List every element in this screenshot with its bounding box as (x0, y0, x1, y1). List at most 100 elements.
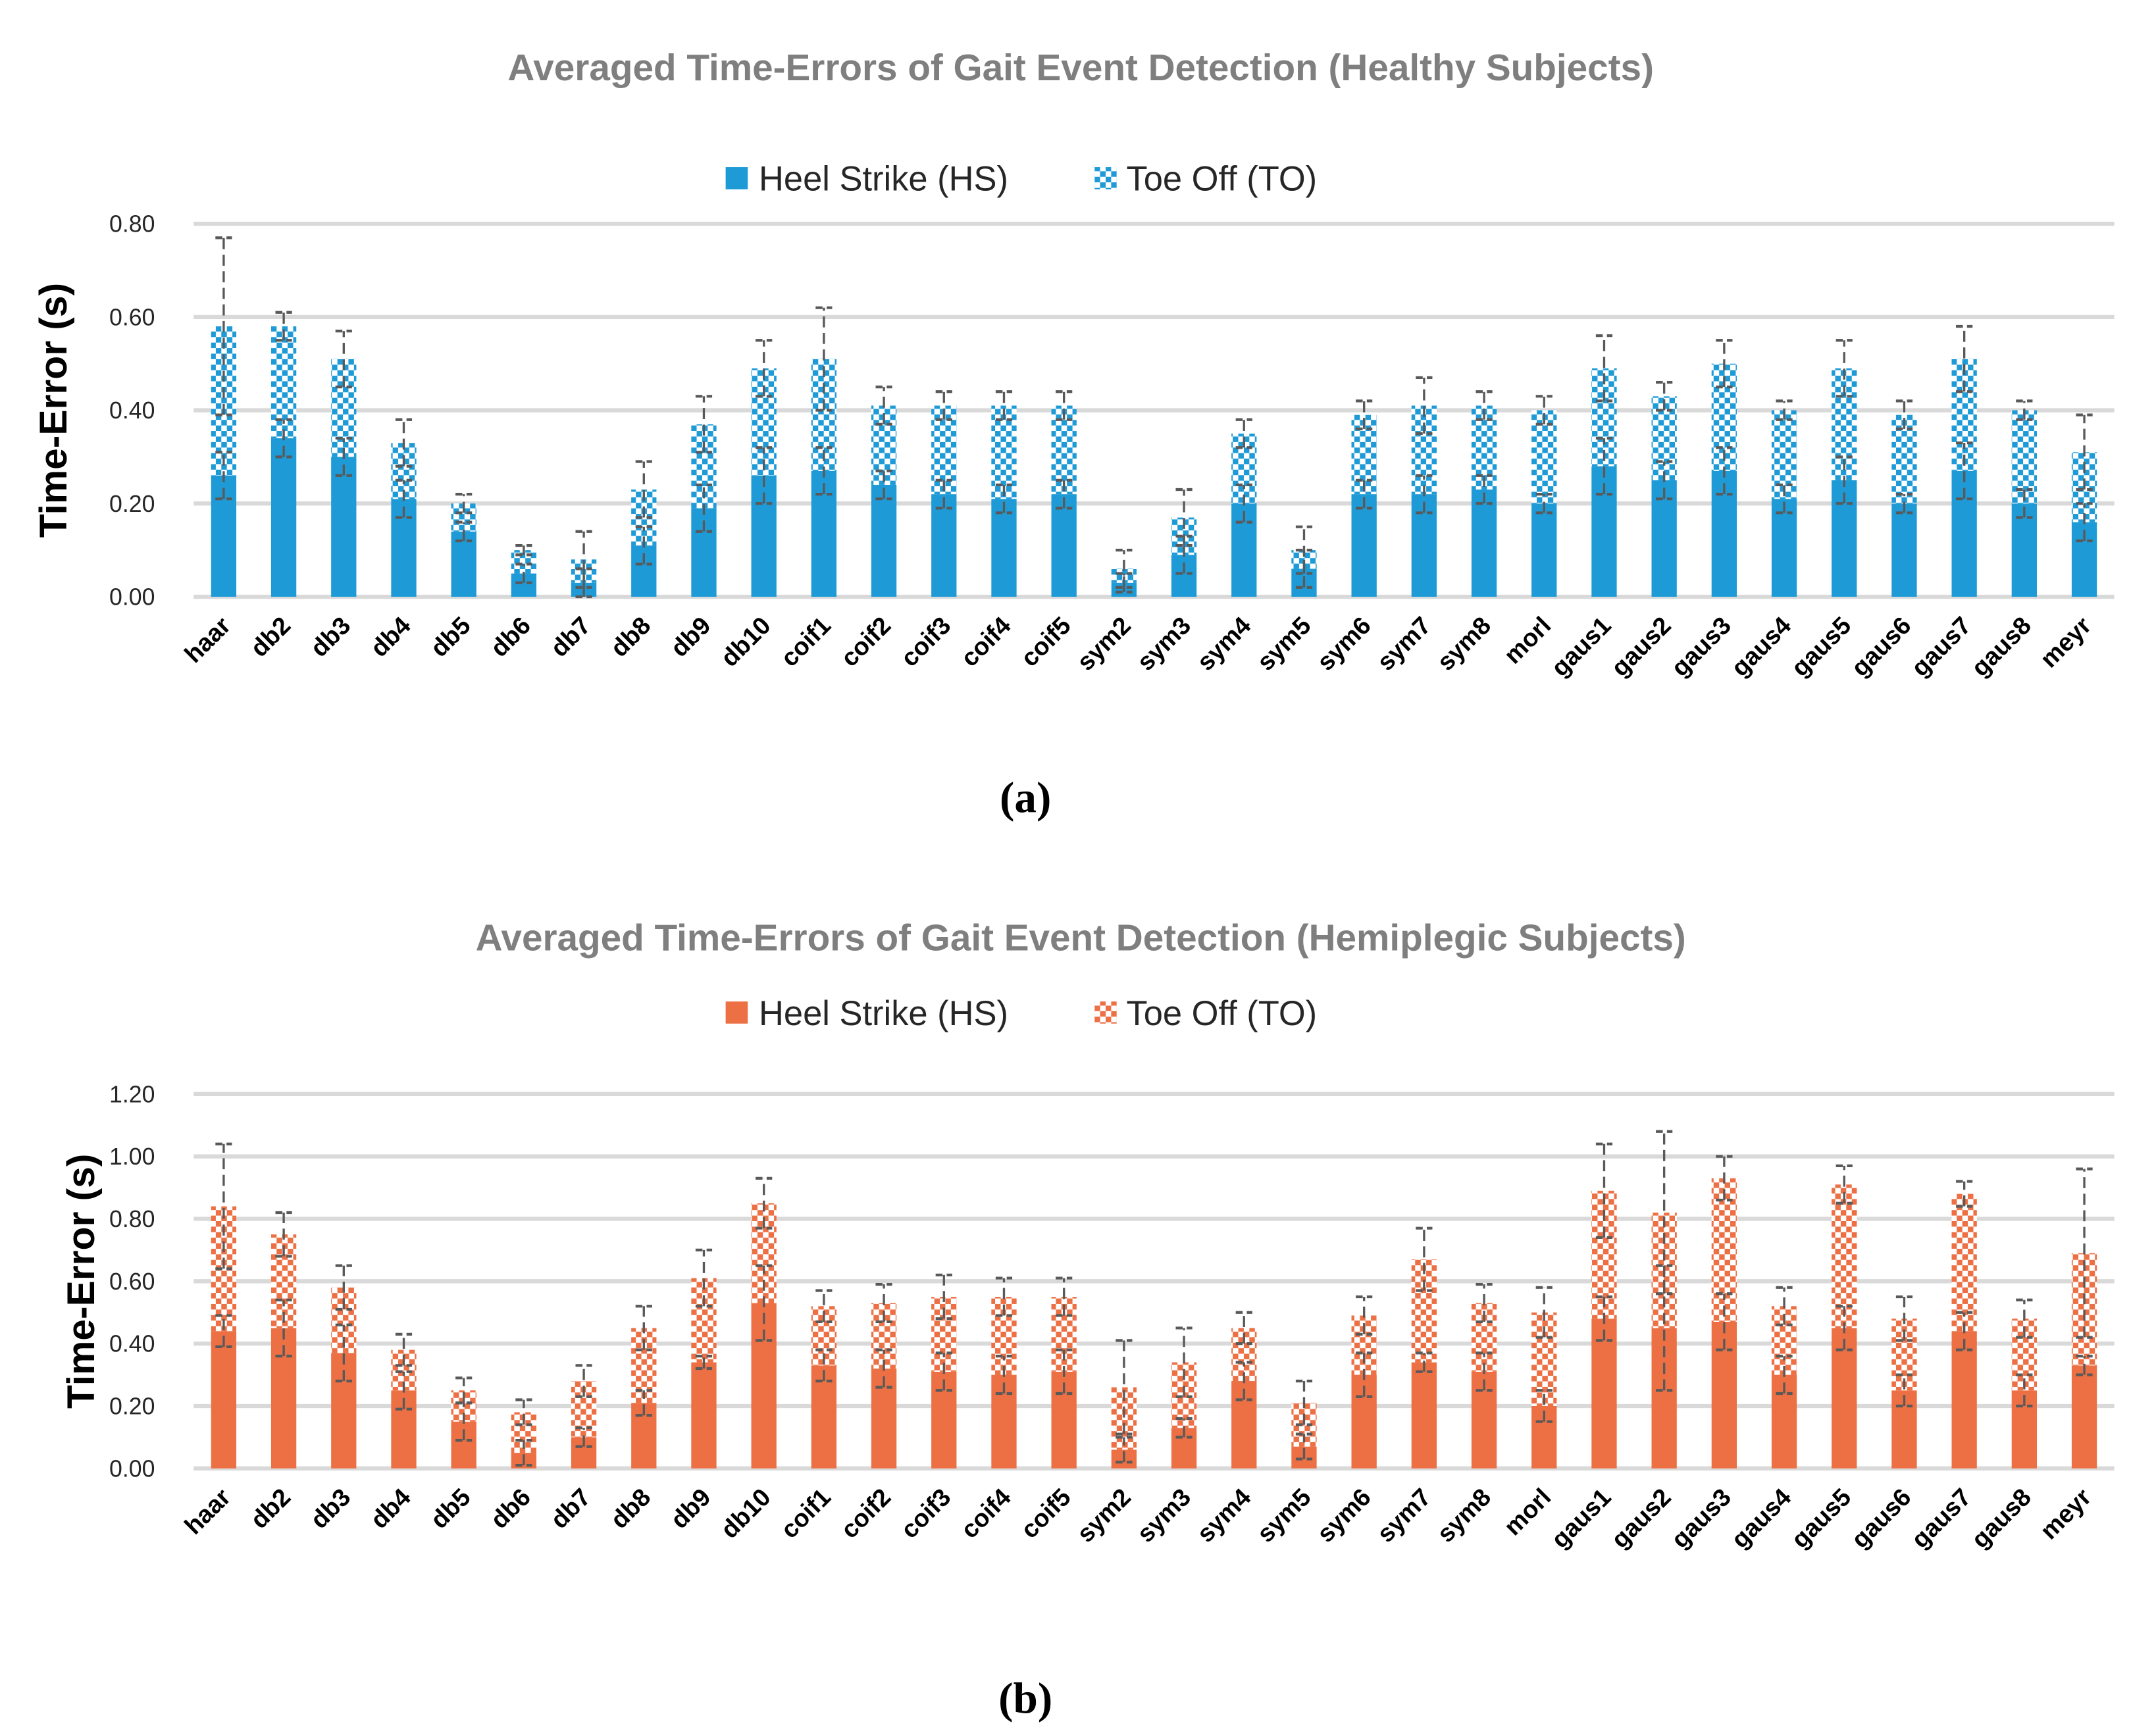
y-tick-label: 1.00 (109, 1144, 155, 1170)
bar-to-morl (1531, 410, 1557, 504)
bar-hs-coif1 (811, 1365, 837, 1469)
bar-group-coif4 (991, 390, 1017, 597)
legend-label-to: Toe Off (TO) (1126, 160, 1317, 199)
bar-to-coif5 (1051, 405, 1077, 495)
bar-hs-db5 (451, 531, 476, 597)
x-tick-label: coif2 (836, 612, 896, 672)
bar-hs-sym8 (1471, 490, 1497, 597)
legend: Heel Strike (HS) Toe Off (TO) (725, 160, 1317, 199)
bar-group-db4 (391, 418, 417, 597)
y-tick-label: 0.80 (109, 211, 155, 238)
bar-group-sym5 (1291, 525, 1317, 597)
y-tick-label: 0.80 (109, 1206, 155, 1232)
x-tick-label: sym2 (1072, 1484, 1137, 1548)
x-tick-label: db10 (716, 612, 777, 672)
x-tick-label: haar (180, 1483, 236, 1540)
x-tick-label: sym6 (1312, 1484, 1377, 1548)
legend-swatch-to (1094, 1001, 1117, 1024)
x-tick-label: db2 (245, 1484, 296, 1534)
bar-group-coif1 (811, 306, 837, 597)
bar-group-db10 (751, 339, 777, 597)
bar-group-gaus6 (1891, 1295, 1917, 1469)
x-tick-label: coif5 (1016, 612, 1077, 672)
panel-label: (a) (1000, 773, 1051, 822)
x-tick-label: db6 (486, 612, 536, 663)
legend-label-to: Toe Off (TO) (1126, 994, 1317, 1033)
y-axis-label: Time-Error (s) (60, 1154, 103, 1409)
bar-to-coif3 (931, 405, 957, 495)
bar-to-gaus7 (1951, 359, 1977, 471)
x-tick-label: db2 (245, 612, 296, 663)
y-tick-label: 0.40 (109, 1331, 155, 1357)
x-tick-label: coif2 (836, 1484, 896, 1544)
bar-hs-coif3 (931, 494, 957, 597)
bar-hs-sym6 (1351, 494, 1377, 597)
bar-group-morl (1531, 395, 1557, 597)
x-tick-label: coif4 (956, 1484, 1016, 1544)
x-tick-label: db9 (665, 1484, 716, 1534)
bar-group-db9 (691, 1248, 717, 1469)
bar-group-gaus2 (1651, 380, 1677, 597)
x-tick-label: gaus5 (1786, 1484, 1857, 1554)
bar-to-gaus7 (1951, 1194, 1977, 1332)
bar-to-gaus4 (1771, 410, 1797, 499)
x-tick-label: sym2 (1072, 612, 1137, 676)
bar-hs-sym3 (1171, 555, 1197, 597)
bar-group-meyr (2071, 413, 2097, 597)
bar-hs-db3 (331, 457, 357, 597)
bar-to-db9 (691, 1278, 717, 1363)
x-tick-label: gaus2 (1606, 612, 1677, 682)
bar-group-coif4 (991, 1276, 1017, 1469)
x-tick-label: meyr (2035, 1483, 2097, 1545)
bar-group-db4 (391, 1332, 417, 1469)
bar-hs-meyr (2071, 1365, 2097, 1469)
bar-group-sym8 (1471, 1282, 1497, 1469)
bar-hs-coif2 (871, 484, 897, 597)
bar-group-gaus1 (1591, 334, 1617, 597)
chart-title: Averaged Time-Errors of Gait Event Detec… (476, 917, 1686, 959)
x-tick-label: coif4 (956, 612, 1016, 672)
bar-hs-coif5 (1051, 494, 1077, 597)
bar-to-haar (211, 326, 237, 476)
bar-group-haar (211, 236, 237, 597)
x-tick-label: sym5 (1252, 1484, 1316, 1548)
bar-to-db2 (270, 326, 297, 439)
bar-to-gaus8 (2011, 410, 2037, 504)
x-tick-label: gaus1 (1547, 612, 1617, 682)
y-axis-label: Time-Error (s) (32, 283, 75, 538)
bar-group-db8 (631, 1305, 657, 1469)
x-tick-label: coif3 (896, 612, 956, 672)
x-tick-label: gaus7 (1907, 612, 1977, 682)
bar-hs-db5 (451, 1421, 476, 1469)
bar-hs-db10 (751, 1303, 777, 1469)
bar-group-coif3 (931, 1273, 957, 1469)
bar-group-db7 (571, 530, 597, 599)
x-tick-label: gaus3 (1666, 612, 1737, 682)
y-tick-label: 1.20 (109, 1081, 155, 1107)
bar-group-coif3 (931, 390, 957, 597)
bar-group-gaus4 (1771, 399, 1797, 597)
bar-hs-gaus1 (1591, 1319, 1617, 1469)
bar-hs-morl (1531, 503, 1557, 597)
bar-hs-db2 (270, 438, 297, 597)
bar-group-db10 (751, 1176, 777, 1469)
bar-group-sym7 (1411, 376, 1437, 597)
x-tick-label: gaus8 (1966, 612, 2037, 682)
bar-group-db3 (331, 329, 357, 597)
bar-to-coif4 (991, 405, 1017, 499)
bar-group-db7 (571, 1364, 597, 1469)
y-tick-label: 0.60 (109, 1269, 155, 1295)
bar-group-gaus7 (1951, 324, 1977, 597)
bar-hs-gaus7 (1951, 1331, 1977, 1469)
x-tick-label: coif1 (776, 612, 836, 672)
x-tick-label: meyr (2035, 612, 2097, 674)
x-tick-label: haar (180, 612, 236, 668)
x-tick-label: sym5 (1252, 612, 1316, 676)
legend-swatch-hs (725, 1001, 748, 1024)
y-tick-label: 0.20 (109, 491, 155, 517)
x-tick-label: gaus8 (1966, 1484, 2037, 1554)
x-tick-label: gaus3 (1666, 1484, 1737, 1554)
legend-swatch-to (1094, 167, 1117, 189)
x-tick-label: sym3 (1132, 612, 1196, 676)
